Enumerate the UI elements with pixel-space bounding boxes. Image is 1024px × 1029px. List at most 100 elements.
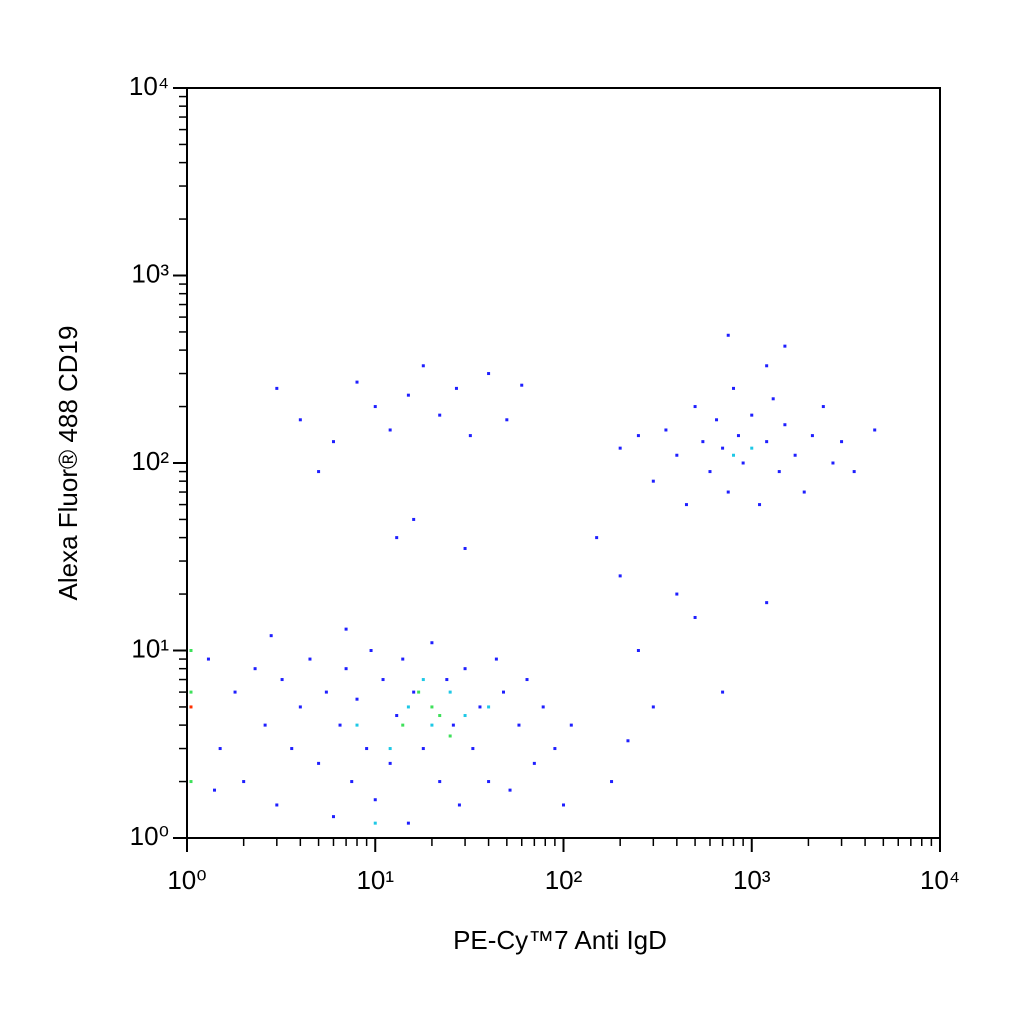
point xyxy=(275,386,279,390)
point xyxy=(684,503,688,507)
point xyxy=(693,405,697,409)
point xyxy=(758,503,762,507)
point xyxy=(840,440,844,444)
point xyxy=(771,397,775,401)
point xyxy=(421,747,425,751)
point xyxy=(508,788,512,792)
point xyxy=(618,446,622,450)
point xyxy=(218,747,222,751)
point xyxy=(445,678,449,682)
point xyxy=(765,601,769,605)
point xyxy=(532,761,536,765)
point xyxy=(750,413,754,417)
point xyxy=(726,490,730,494)
point xyxy=(701,440,705,444)
point xyxy=(715,418,719,422)
point xyxy=(732,453,736,457)
point xyxy=(189,780,193,784)
point xyxy=(373,798,377,802)
point xyxy=(777,470,781,474)
point xyxy=(595,536,599,540)
point xyxy=(406,705,410,709)
point xyxy=(765,364,769,368)
point xyxy=(517,723,521,727)
point xyxy=(636,434,640,438)
point xyxy=(664,428,668,432)
point xyxy=(448,734,452,738)
point xyxy=(471,747,475,751)
y-tick-label: 10³ xyxy=(131,258,169,288)
point xyxy=(463,546,467,550)
point xyxy=(373,821,377,825)
point xyxy=(487,705,491,709)
point xyxy=(355,723,359,727)
point xyxy=(831,461,835,465)
point xyxy=(242,780,246,784)
point xyxy=(520,383,524,387)
point xyxy=(618,574,622,578)
point xyxy=(438,780,442,784)
point xyxy=(636,649,640,652)
point xyxy=(468,434,472,438)
point xyxy=(381,678,385,682)
point xyxy=(610,780,614,784)
point xyxy=(263,723,267,727)
y-tick-label: 10⁴ xyxy=(129,71,169,101)
point xyxy=(569,723,573,727)
point xyxy=(401,657,405,661)
point xyxy=(451,723,455,727)
point xyxy=(750,446,754,450)
point xyxy=(280,678,284,682)
point xyxy=(793,453,797,457)
point xyxy=(388,747,392,751)
point xyxy=(873,428,877,432)
point xyxy=(324,690,328,694)
point xyxy=(275,803,279,807)
point xyxy=(406,393,410,397)
point xyxy=(269,634,273,638)
point xyxy=(463,714,467,718)
point xyxy=(783,423,787,427)
point xyxy=(693,615,697,619)
point xyxy=(369,649,373,652)
x-tick-label: 10¹ xyxy=(356,865,394,895)
point xyxy=(852,470,856,474)
point xyxy=(213,788,217,792)
point xyxy=(438,714,442,718)
point xyxy=(741,461,745,465)
point xyxy=(651,705,655,709)
point xyxy=(308,657,312,661)
point xyxy=(651,479,655,483)
point xyxy=(721,446,725,450)
point xyxy=(708,470,712,474)
point xyxy=(417,690,421,694)
point xyxy=(401,723,405,727)
point xyxy=(365,747,369,751)
point xyxy=(331,440,335,444)
point xyxy=(448,690,452,694)
point xyxy=(541,705,545,709)
point xyxy=(525,678,529,682)
point xyxy=(317,761,321,765)
point xyxy=(355,380,359,384)
point xyxy=(395,536,399,540)
point xyxy=(726,333,730,337)
point xyxy=(736,434,740,438)
point xyxy=(290,747,294,751)
point xyxy=(373,405,377,409)
y-tick-label: 10¹ xyxy=(131,633,169,663)
point xyxy=(430,705,434,709)
point xyxy=(765,440,769,444)
point xyxy=(457,803,461,807)
point xyxy=(189,705,193,709)
point xyxy=(421,364,425,368)
point xyxy=(802,490,806,494)
x-tick-label: 10² xyxy=(545,865,583,895)
point xyxy=(317,470,321,474)
point xyxy=(478,705,482,709)
point xyxy=(189,649,193,652)
point xyxy=(338,723,342,727)
point xyxy=(206,657,210,661)
